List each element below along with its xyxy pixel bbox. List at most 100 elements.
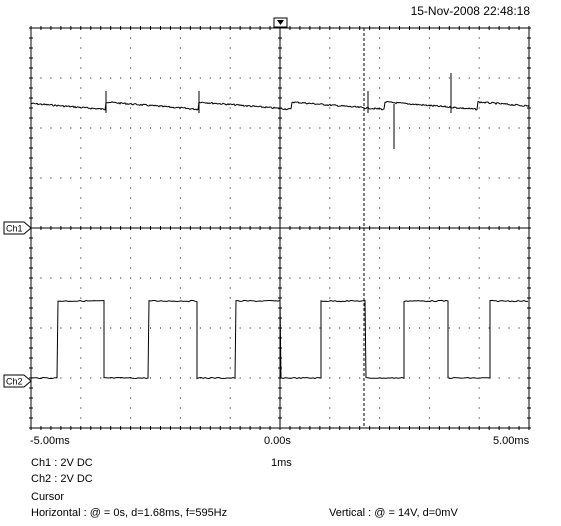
grid-dot — [219, 127, 221, 129]
grid-dot — [179, 317, 181, 319]
grid-dot — [130, 217, 132, 219]
grid-dot — [229, 327, 231, 329]
grid-dot — [130, 237, 132, 239]
grid-dot — [508, 77, 510, 79]
grid-dot — [418, 127, 420, 129]
grid-dot — [299, 77, 301, 79]
grid-dot — [478, 167, 480, 169]
grid-dot — [130, 107, 132, 109]
grid-dot — [478, 247, 480, 249]
grid-dot — [379, 47, 381, 49]
grid-dot — [428, 147, 430, 149]
grid-dot — [428, 57, 430, 59]
grid-dot — [229, 417, 231, 419]
grid-dot — [379, 67, 381, 69]
grid-dot — [269, 377, 271, 379]
grid-dot — [428, 367, 430, 369]
grid-dot — [110, 177, 112, 179]
grid-dot — [199, 177, 201, 179]
grid-dot — [159, 177, 161, 179]
grid-dot — [329, 327, 331, 329]
grid-dot — [179, 197, 181, 199]
grid-dot — [339, 77, 341, 79]
grid-dot — [40, 277, 42, 279]
grid-dot — [140, 77, 142, 79]
ch2-marker[interactable]: Ch2 — [3, 374, 32, 388]
grid-dot — [229, 357, 231, 359]
grid-dot — [60, 327, 62, 329]
grid-dot — [219, 77, 221, 79]
grid-dot — [209, 327, 211, 329]
grid-dot — [359, 77, 361, 79]
grid-dot — [428, 407, 430, 409]
grid-dot — [379, 417, 381, 419]
ch1-marker[interactable]: Ch1 — [3, 221, 32, 235]
grid-dot — [130, 47, 132, 49]
grid-dot — [379, 267, 381, 269]
grid-dot — [438, 77, 440, 79]
grid-dot — [179, 247, 181, 249]
grid-dot — [299, 177, 301, 179]
grid-dot — [229, 137, 231, 139]
grid-dot — [379, 147, 381, 149]
grid-dot — [150, 127, 152, 129]
grid-dot — [478, 387, 480, 389]
grid-dot — [90, 77, 92, 79]
grid-dot — [329, 237, 331, 239]
grid-dot — [428, 157, 430, 159]
grid-dot — [329, 37, 331, 39]
grid-dot — [100, 77, 102, 79]
grid-dot — [40, 327, 42, 329]
grid-dot — [428, 197, 430, 199]
grid-dot — [179, 377, 181, 379]
grid-dot — [90, 127, 92, 129]
grid-dot — [150, 327, 152, 329]
grid-dot — [189, 127, 191, 129]
grid-dot — [130, 197, 132, 199]
grid-dot — [80, 157, 82, 159]
grid-dot — [130, 87, 132, 89]
grid-dot — [518, 127, 520, 129]
grid-dot — [379, 387, 381, 389]
grid-dot — [249, 77, 251, 79]
grid-dot — [130, 207, 132, 209]
grid-dot — [468, 177, 470, 179]
grid-dot — [379, 187, 381, 189]
grid-dot — [130, 407, 132, 409]
grid-dot — [249, 177, 251, 179]
grid-dot — [80, 337, 82, 339]
grid-dot — [80, 277, 82, 279]
grid-dot — [229, 217, 231, 219]
grid-dot — [349, 277, 351, 279]
grid-dot — [80, 367, 82, 369]
grid-dot — [219, 277, 221, 279]
grid-dot — [508, 377, 510, 379]
grid-dot — [179, 167, 181, 169]
grid-dot — [80, 137, 82, 139]
grid-dot — [329, 267, 331, 269]
grid-dot — [229, 407, 231, 409]
grid-dot — [329, 247, 331, 249]
grid-dot — [329, 387, 331, 389]
grid-dot — [379, 307, 381, 309]
grid-dot — [329, 77, 331, 79]
grid-dot — [518, 327, 520, 329]
grid-dot — [229, 187, 231, 189]
grid-dot — [458, 77, 460, 79]
grid-dot — [289, 277, 291, 279]
grid-dot — [478, 347, 480, 349]
grid-dot — [120, 127, 122, 129]
grid-dot — [329, 337, 331, 339]
grid-dot — [150, 77, 152, 79]
grid-dot — [179, 237, 181, 239]
grid-dot — [70, 377, 72, 379]
grid-dot — [299, 327, 301, 329]
grid-dot — [179, 117, 181, 119]
grid-dot — [389, 127, 391, 129]
grid-dot — [80, 377, 82, 379]
trigger-position-icon[interactable] — [273, 17, 288, 28]
grid-dot — [438, 177, 440, 179]
grid-dot — [130, 287, 132, 289]
grid-dot — [478, 307, 480, 309]
grid-dot — [239, 277, 241, 279]
